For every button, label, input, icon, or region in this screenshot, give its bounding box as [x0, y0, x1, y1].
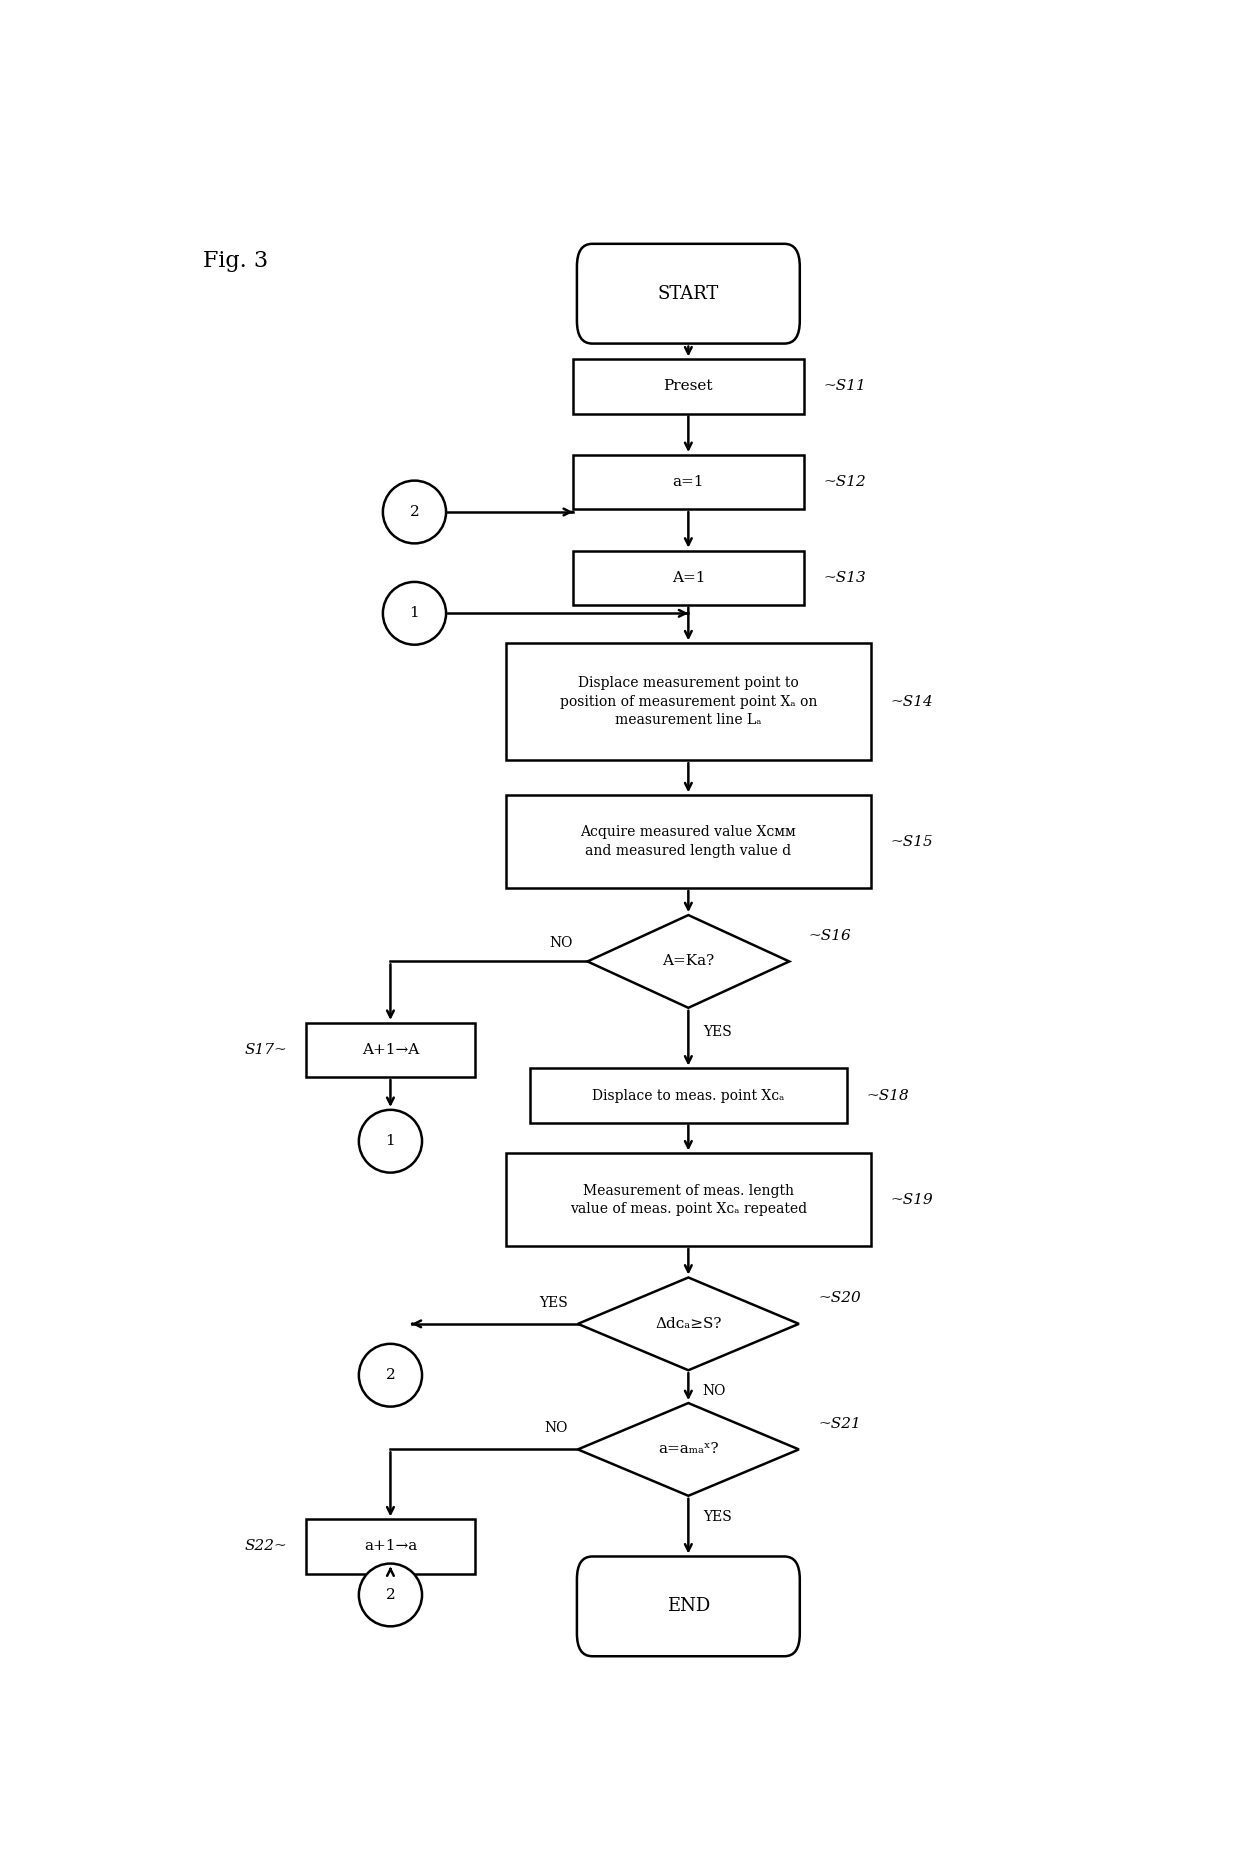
Text: Acquire measured value Xᴄᴍᴍ
and measured length value d: Acquire measured value Xᴄᴍᴍ and measured…	[580, 825, 796, 858]
Text: A+1→A: A+1→A	[362, 1043, 419, 1056]
Text: a+1→a: a+1→a	[363, 1540, 417, 1553]
Text: Δdᴄₐ≥S?: Δdᴄₐ≥S?	[655, 1317, 722, 1330]
Text: END: END	[667, 1597, 711, 1616]
Text: Fig. 3: Fig. 3	[203, 250, 268, 272]
Text: YES: YES	[703, 1510, 732, 1523]
Text: S17~: S17~	[244, 1043, 288, 1056]
Text: 1: 1	[386, 1134, 396, 1149]
Text: YES: YES	[703, 1025, 732, 1040]
Text: ~S20: ~S20	[818, 1292, 861, 1305]
FancyBboxPatch shape	[573, 359, 804, 413]
Text: S22~: S22~	[244, 1540, 288, 1553]
Text: 2: 2	[386, 1368, 396, 1382]
Text: ~S15: ~S15	[890, 834, 932, 849]
Text: START: START	[657, 285, 719, 302]
Text: ~S12: ~S12	[823, 474, 866, 489]
FancyBboxPatch shape	[529, 1069, 847, 1123]
Polygon shape	[578, 1403, 799, 1495]
Ellipse shape	[358, 1110, 422, 1173]
Text: 2: 2	[386, 1588, 396, 1603]
FancyBboxPatch shape	[577, 245, 800, 343]
Text: Displace measurement point to
position of measurement point Xₐ on
measurement li: Displace measurement point to position o…	[559, 676, 817, 726]
Ellipse shape	[383, 582, 446, 645]
Text: 2: 2	[409, 506, 419, 519]
FancyBboxPatch shape	[573, 456, 804, 510]
Text: 1: 1	[409, 606, 419, 621]
Text: ~S19: ~S19	[890, 1193, 932, 1206]
Text: a=aₘₐˣ?: a=aₘₐˣ?	[658, 1442, 719, 1456]
Text: ~S16: ~S16	[808, 928, 851, 943]
Text: ~S18: ~S18	[867, 1088, 909, 1103]
FancyBboxPatch shape	[506, 1153, 870, 1245]
Text: A=Ka?: A=Ka?	[662, 954, 714, 969]
Text: ~S11: ~S11	[823, 380, 866, 393]
Ellipse shape	[358, 1343, 422, 1406]
Text: ~S13: ~S13	[823, 571, 866, 586]
FancyBboxPatch shape	[573, 550, 804, 604]
FancyBboxPatch shape	[306, 1023, 475, 1077]
Ellipse shape	[383, 480, 446, 543]
Text: ~S21: ~S21	[818, 1418, 861, 1431]
Text: NO: NO	[549, 936, 573, 951]
Text: ~S14: ~S14	[890, 695, 932, 708]
Text: a=1: a=1	[672, 474, 704, 489]
Ellipse shape	[358, 1564, 422, 1627]
FancyBboxPatch shape	[506, 643, 870, 760]
Text: YES: YES	[539, 1295, 568, 1310]
Text: NO: NO	[544, 1421, 568, 1434]
Text: Preset: Preset	[663, 380, 713, 393]
FancyBboxPatch shape	[577, 1557, 800, 1657]
Text: NO: NO	[703, 1384, 727, 1399]
Polygon shape	[588, 915, 789, 1008]
Text: Measurement of meas. length
value of meas. point Xᴄₐ repeated: Measurement of meas. length value of mea…	[570, 1184, 807, 1216]
Text: Displace to meas. point Xᴄₐ: Displace to meas. point Xᴄₐ	[593, 1088, 785, 1103]
Text: A=1: A=1	[672, 571, 706, 586]
FancyBboxPatch shape	[306, 1519, 475, 1573]
Polygon shape	[578, 1277, 799, 1369]
FancyBboxPatch shape	[506, 795, 870, 888]
